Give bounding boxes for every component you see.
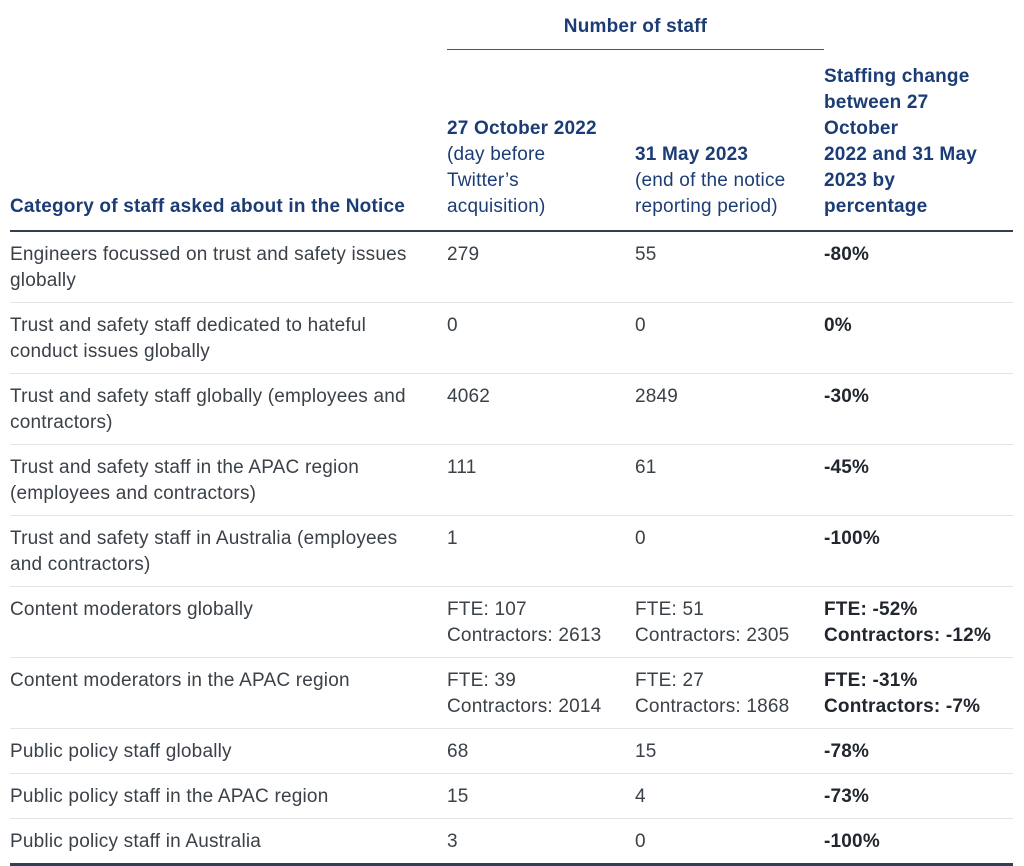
staffing-change-table: Number of staff Category of staff asked … [10, 6, 1013, 866]
category-cell: Trust and safety staff globally (employe… [10, 373, 447, 445]
oct-2022-cell: 68 [447, 728, 635, 774]
oct-2022-cell: FTE: 107 Contractors: 2613 [447, 586, 635, 658]
category-column-header: Category of staff asked about in the Not… [10, 49, 447, 232]
table-row: Trust and safety staff dedicated to hate… [10, 302, 1013, 374]
oct-2022-cell: 0 [447, 302, 635, 374]
oct-2022-column-header: 27 October 2022 (day before Twitter’s ac… [447, 49, 635, 232]
table-row: Engineers focussed on trust and safety i… [10, 230, 1013, 303]
may-2023-header-subtitle: (end of the notice reporting period) [635, 169, 786, 217]
table-row: Public policy staff globally 68 15 -78% [10, 728, 1013, 774]
may-2023-cell: 0 [635, 818, 824, 866]
may-2023-column-header: 31 May 2023 (end of the notice reporting… [635, 49, 824, 232]
oct-2022-cell: 3 [447, 818, 635, 866]
category-cell: Public policy staff in the APAC region [10, 773, 447, 819]
spanner-header-row: Number of staff [10, 6, 1013, 50]
may-2023-cell: FTE: 51 Contractors: 2305 [635, 586, 824, 658]
table-row: Trust and safety staff in the APAC regio… [10, 444, 1013, 516]
category-cell: Public policy staff in Australia [10, 818, 447, 866]
change-cell: FTE: -31% Contractors: -7% [824, 657, 1013, 729]
category-cell: Public policy staff globally [10, 728, 447, 774]
oct-2022-cell: FTE: 39 Contractors: 2014 [447, 657, 635, 729]
category-cell: Content moderators globally [10, 586, 447, 658]
spanner-empty-cell [824, 6, 1013, 50]
change-cell: 0% [824, 302, 1013, 374]
category-cell: Trust and safety staff in Australia (emp… [10, 515, 447, 587]
change-cell: -78% [824, 728, 1013, 774]
may-2023-header-title: 31 May 2023 [635, 143, 749, 165]
change-cell: -100% [824, 818, 1013, 866]
table-row: Public policy staff in the APAC region 1… [10, 773, 1013, 819]
may-2023-cell: 2849 [635, 373, 824, 445]
staffing-change-header-title: Staffing change between 27 October 2022 … [824, 65, 977, 217]
may-2023-cell: 55 [635, 230, 824, 303]
change-cell: -30% [824, 373, 1013, 445]
oct-2022-cell: 15 [447, 773, 635, 819]
table-row: Trust and safety staff globally (employe… [10, 373, 1013, 445]
oct-2022-cell: 279 [447, 230, 635, 303]
may-2023-cell: 0 [635, 302, 824, 374]
table-row: Content moderators in the APAC region FT… [10, 657, 1013, 729]
may-2023-cell: 61 [635, 444, 824, 516]
table-row: Public policy staff in Australia 3 0 -10… [10, 818, 1013, 866]
category-cell: Trust and safety staff in the APAC regio… [10, 444, 447, 516]
oct-2022-cell: 111 [447, 444, 635, 516]
table-row: Trust and safety staff in Australia (emp… [10, 515, 1013, 587]
oct-2022-header-subtitle: (day before Twitter’s acquisition) [447, 143, 546, 217]
spanner-empty-cell [10, 6, 447, 50]
change-cell: -100% [824, 515, 1013, 587]
table-row: Content moderators globally FTE: 107 Con… [10, 586, 1013, 658]
may-2023-cell: FTE: 27 Contractors: 1868 [635, 657, 824, 729]
may-2023-cell: 15 [635, 728, 824, 774]
oct-2022-cell: 1 [447, 515, 635, 587]
category-cell: Trust and safety staff dedicated to hate… [10, 302, 447, 374]
category-cell: Engineers focussed on trust and safety i… [10, 230, 447, 303]
change-cell: FTE: -52% Contractors: -12% [824, 586, 1013, 658]
may-2023-cell: 4 [635, 773, 824, 819]
number-of-staff-heading: Number of staff [447, 6, 824, 50]
change-cell: -45% [824, 444, 1013, 516]
category-cell: Content moderators in the APAC region [10, 657, 447, 729]
oct-2022-header-title: 27 October 2022 [447, 117, 597, 139]
change-cell: -73% [824, 773, 1013, 819]
may-2023-cell: 0 [635, 515, 824, 587]
oct-2022-cell: 4062 [447, 373, 635, 445]
staffing-change-column-header: Staffing change between 27 October 2022 … [824, 49, 1013, 232]
change-cell: -80% [824, 230, 1013, 303]
column-header-row: Category of staff asked about in the Not… [10, 49, 1013, 232]
